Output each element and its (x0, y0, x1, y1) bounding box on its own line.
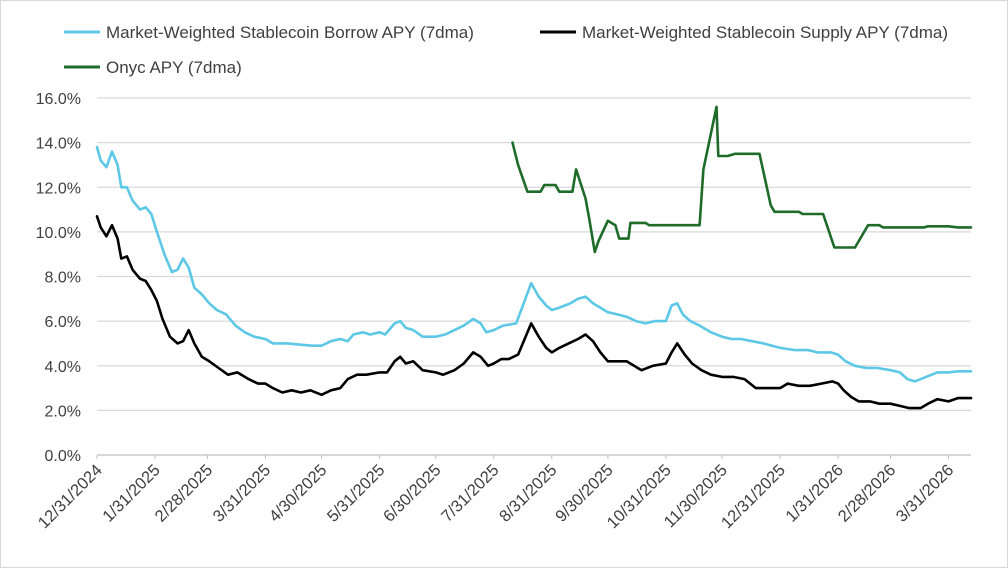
legend-label-borrow: Market-Weighted Stablecoin Borrow APY (7… (106, 23, 474, 42)
gridlines (97, 97, 971, 456)
y-tick-label: 8.0% (45, 270, 81, 287)
y-tick-label: 12.0% (36, 180, 81, 197)
y-tick-label: 14.0% (36, 136, 81, 153)
legend-item-onyc: Onyc APY (7dma) (64, 58, 242, 77)
x-tick-label: 6/30/2025 (380, 461, 445, 526)
x-tick-label: 2/28/2026 (835, 461, 900, 526)
y-tick-label: 0.0% (45, 448, 81, 465)
x-tick-label: 12/31/2024 (35, 461, 106, 532)
y-axis: 0.0% 2.0% 4.0% 6.0% 8.0% 10.0% 12.0% 14.0% 16.0% (36, 91, 81, 465)
y-tick-label: 6.0% (45, 314, 81, 331)
y-tick-label: 2.0% (45, 403, 81, 420)
legend: Market-Weighted Stablecoin Borrow APY (7… (64, 23, 948, 77)
legend-label-supply: Market-Weighted Stablecoin Supply APY (7… (582, 23, 948, 42)
legend-item-supply: Market-Weighted Stablecoin Supply APY (7… (540, 23, 948, 42)
y-tick-label: 16.0% (36, 91, 81, 108)
x-tick-label: 5/31/2025 (324, 461, 389, 526)
series-line-borrow (95, 145, 973, 383)
y-tick-label: 4.0% (45, 359, 81, 376)
x-tick-label: 2/28/2025 (152, 461, 217, 526)
x-tick-label: 3/31/2026 (893, 461, 958, 526)
x-axis: 12/31/20241/31/20252/28/20253/31/20254/3… (35, 455, 958, 532)
x-tick-label: 8/31/2025 (496, 461, 561, 526)
series-lines (95, 105, 973, 410)
x-tick-label: 4/30/2025 (266, 461, 331, 526)
y-tick-label: 10.0% (36, 225, 81, 242)
x-tick-label: 7/31/2025 (438, 461, 503, 526)
x-tick-label: 3/31/2025 (210, 461, 275, 526)
legend-item-borrow: Market-Weighted Stablecoin Borrow APY (7… (64, 23, 474, 42)
legend-label-onyc: Onyc APY (7dma) (106, 58, 242, 77)
series-line-supply (95, 215, 973, 410)
series-line-onyc (511, 105, 973, 254)
